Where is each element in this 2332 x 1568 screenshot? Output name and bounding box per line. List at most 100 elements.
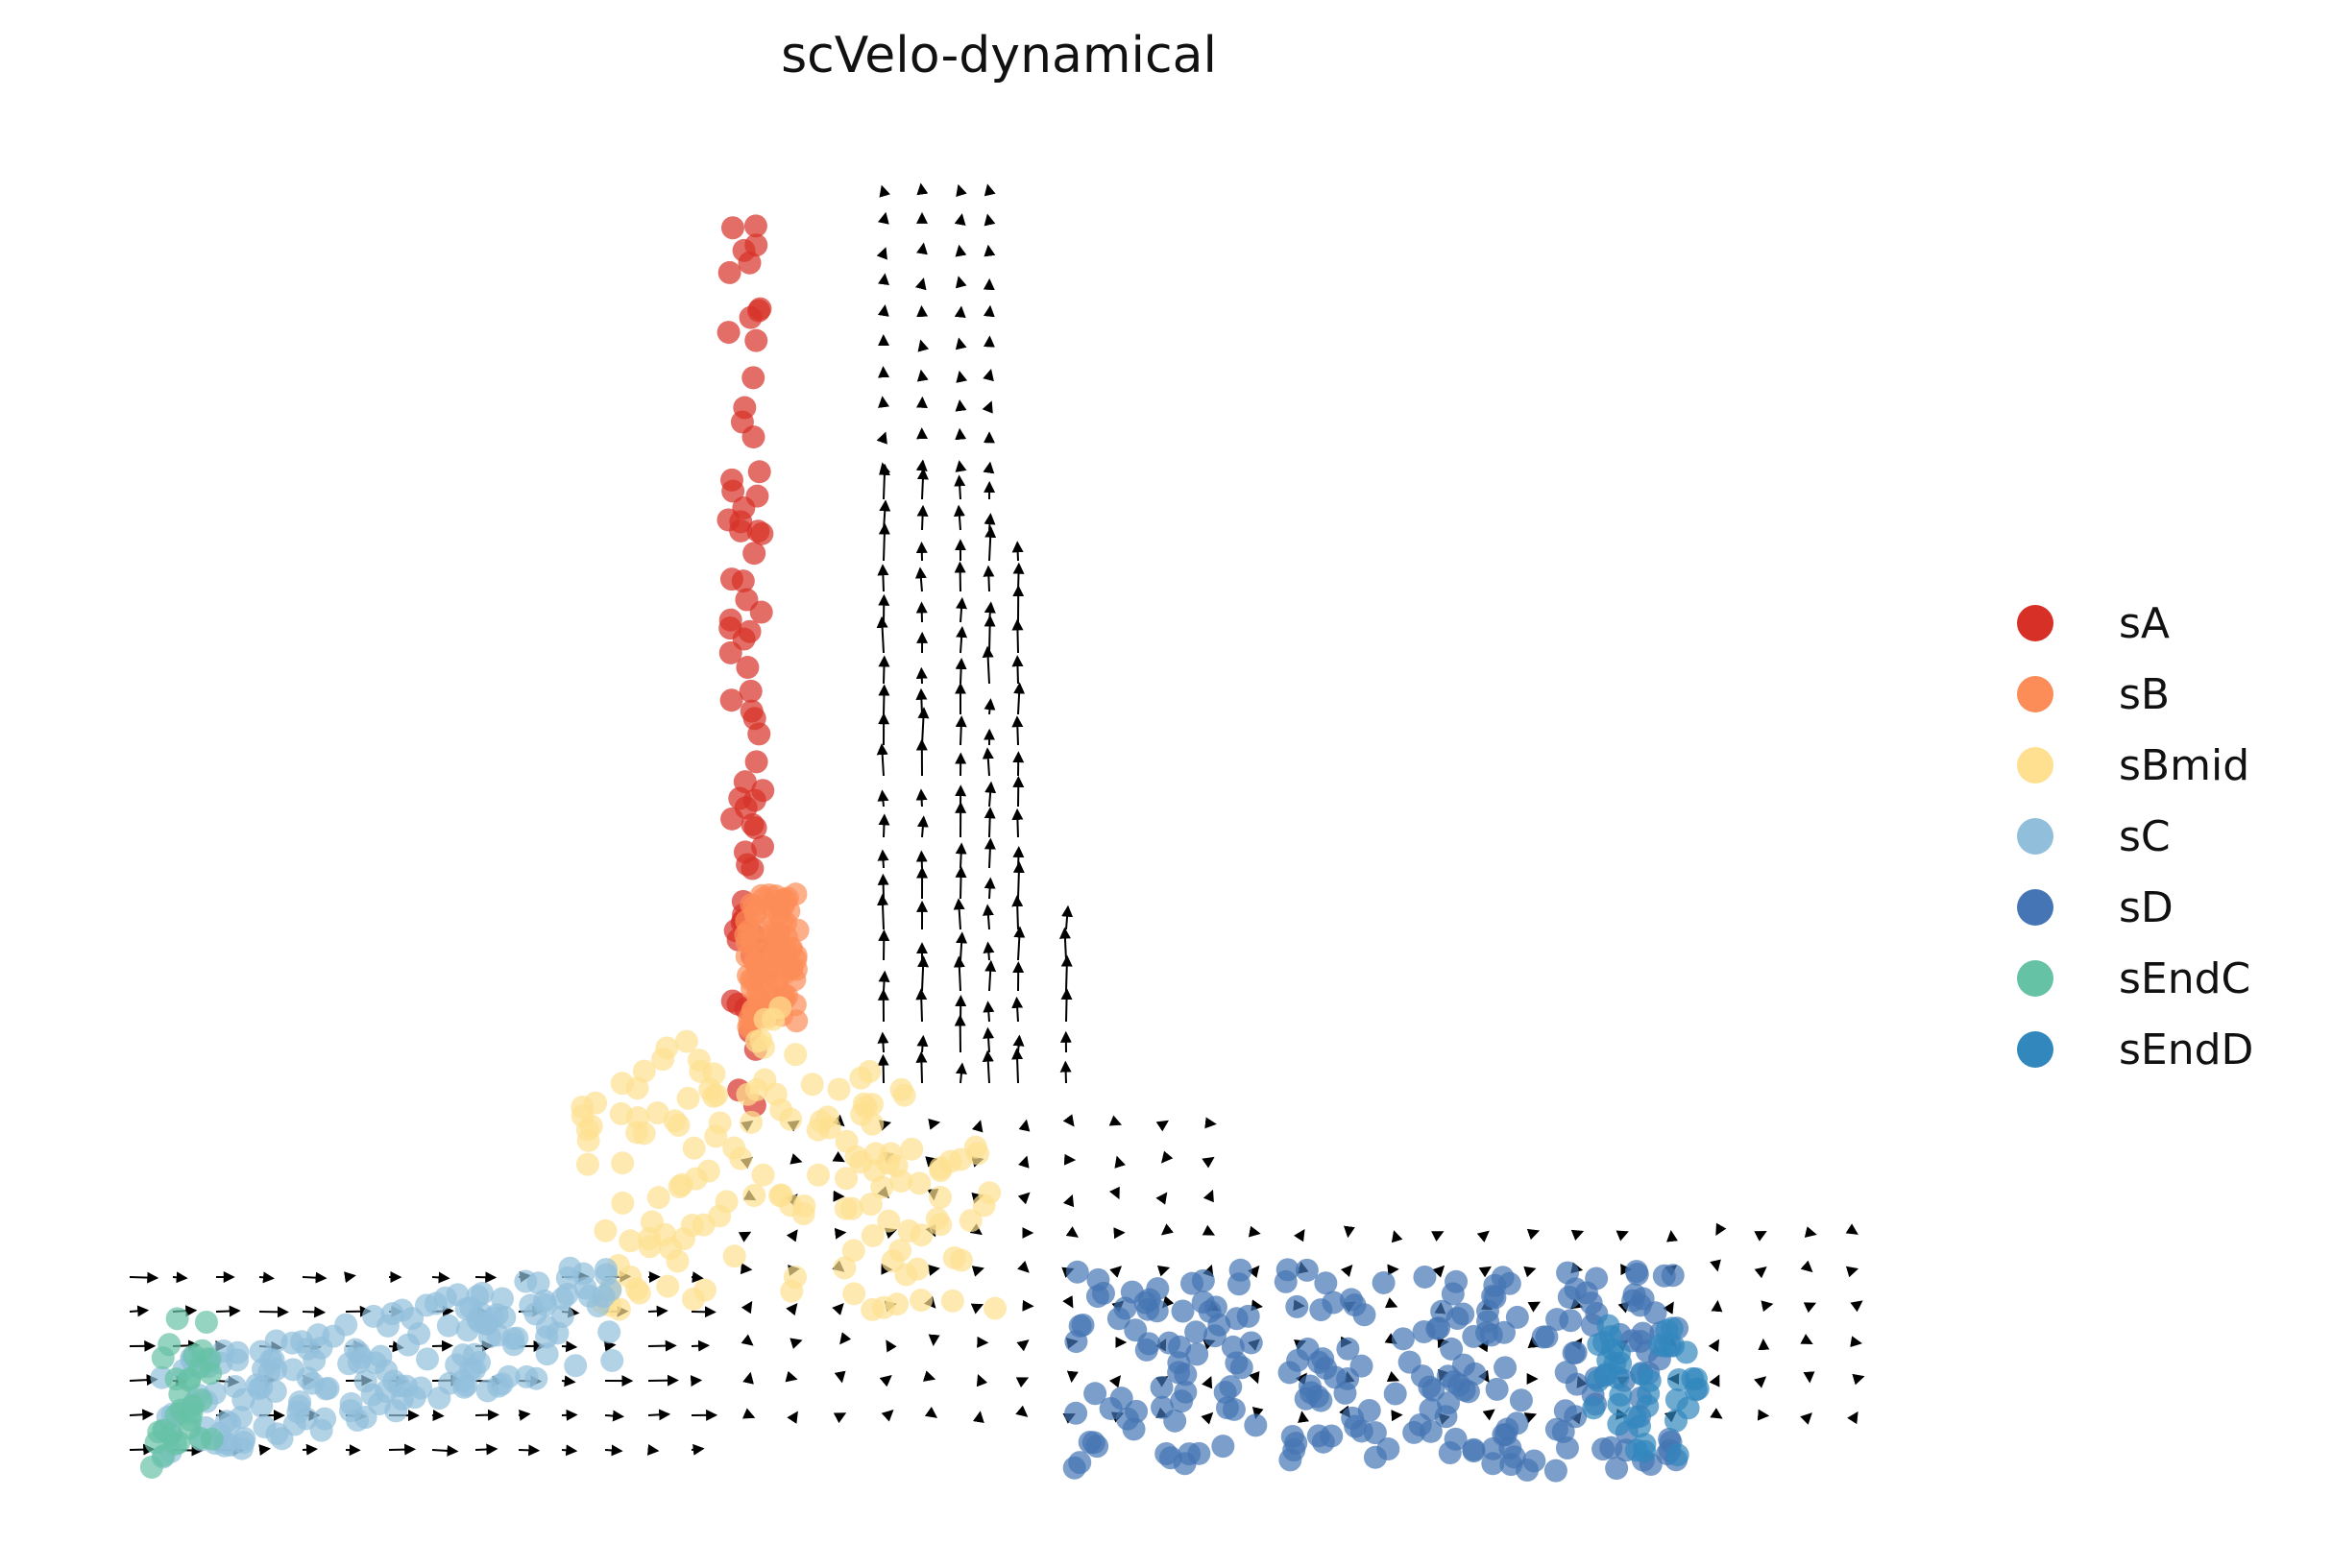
velocity-arrow — [878, 211, 889, 225]
data-point — [1494, 1356, 1518, 1380]
velocity-arrow — [915, 850, 928, 869]
velocity-arrow — [956, 931, 968, 961]
data-point — [731, 569, 755, 593]
data-point — [1227, 1272, 1251, 1296]
data-point — [1187, 1441, 1211, 1465]
data-point — [757, 883, 781, 907]
velocity-arrow — [915, 459, 928, 471]
legend-item-sD: sD — [2017, 872, 2253, 943]
velocity-arrow — [646, 1443, 660, 1456]
data-point — [1352, 1303, 1376, 1327]
data-point — [1064, 1401, 1088, 1425]
data-point — [1630, 1363, 1654, 1387]
data-point — [1151, 1395, 1175, 1419]
data-point — [859, 1193, 883, 1217]
velocity-arrow — [984, 183, 996, 197]
data-point — [1564, 1340, 1588, 1364]
data-point — [1408, 1413, 1432, 1437]
velocity-arrow — [1061, 905, 1074, 930]
velocity-arrow — [982, 645, 994, 685]
velocity-arrow — [1476, 1230, 1490, 1242]
velocity-arrow — [789, 1338, 803, 1349]
velocity-arrow — [1478, 1266, 1492, 1278]
data-point — [1497, 1271, 1521, 1295]
data-point — [1295, 1258, 1319, 1282]
velocity-arrow — [915, 788, 928, 808]
velocity-arrow — [876, 743, 888, 777]
velocity-arrow — [561, 1375, 576, 1387]
data-point — [178, 1416, 202, 1440]
data-point — [809, 1109, 833, 1133]
data-point — [1239, 1331, 1263, 1355]
data-point — [1499, 1453, 1523, 1477]
velocity-arrow — [956, 183, 967, 198]
data-point — [1307, 1350, 1331, 1374]
data-point — [1633, 1439, 1657, 1463]
series-sB — [734, 882, 810, 1039]
velocity-arrow — [1058, 927, 1071, 961]
data-point — [1294, 1387, 1318, 1411]
data-point — [301, 1371, 325, 1395]
data-point — [732, 238, 756, 262]
velocity-arrow — [129, 1305, 150, 1317]
legend-item-sC: sC — [2017, 801, 2253, 872]
velocity-arrow — [984, 807, 996, 838]
data-point — [515, 1364, 539, 1388]
velocity-arrow — [1526, 1228, 1541, 1241]
velocity-arrow — [742, 1371, 754, 1385]
data-point — [1686, 1377, 1710, 1401]
legend: sA sB sBmid sC sD sEndC sEndD — [2017, 588, 2253, 1085]
velocity-arrow — [832, 1150, 845, 1163]
velocity-arrow — [984, 615, 996, 654]
velocity-arrow — [518, 1409, 531, 1421]
velocity-arrow — [1850, 1336, 1863, 1348]
velocity-arrow — [955, 715, 967, 746]
data-point — [1594, 1363, 1618, 1387]
data-point — [1150, 1375, 1174, 1399]
velocity-arrow — [1201, 1411, 1214, 1425]
velocity-arrow — [172, 1271, 188, 1284]
velocity-arrow — [915, 688, 928, 715]
velocity-arrow — [953, 504, 965, 531]
velocity-arrow — [954, 305, 966, 319]
data-point — [1215, 1396, 1239, 1420]
data-point — [535, 1325, 559, 1349]
data-point — [1202, 1324, 1227, 1348]
velocity-arrow — [1017, 1192, 1031, 1205]
velocity-arrow — [1011, 808, 1024, 838]
velocity-arrow — [1432, 1265, 1445, 1278]
data-point — [827, 1077, 851, 1101]
data-point — [768, 996, 792, 1020]
data-point — [908, 1171, 932, 1195]
data-point — [1184, 1320, 1208, 1344]
velocity-arrow — [1431, 1231, 1445, 1242]
legend-label: sEndD — [2119, 1025, 2254, 1074]
velocity-arrow — [916, 242, 928, 255]
data-point — [894, 1263, 918, 1287]
data-point — [1344, 1414, 1368, 1438]
velocity-arrow — [839, 1332, 852, 1345]
velocity-arrow — [1850, 1300, 1863, 1313]
data-point — [1531, 1325, 1555, 1349]
velocity-arrow — [878, 396, 889, 408]
data-point — [1451, 1302, 1475, 1326]
velocity-arrow — [984, 525, 997, 562]
velocity-arrow — [877, 873, 889, 900]
data-point — [861, 1297, 885, 1321]
data-point — [735, 930, 759, 954]
data-point — [344, 1338, 368, 1362]
data-point — [835, 1167, 859, 1191]
data-point — [747, 460, 771, 484]
velocity-arrow — [877, 849, 889, 869]
data-point — [645, 1101, 669, 1125]
data-point — [598, 1278, 622, 1302]
velocity-arrow — [302, 1306, 327, 1318]
data-point — [1236, 1304, 1260, 1328]
velocity-arrow — [976, 1374, 988, 1387]
velocity-arrow — [1204, 1117, 1217, 1129]
velocity-arrow — [956, 596, 968, 623]
data-point — [1637, 1382, 1661, 1406]
velocity-arrow — [1017, 1261, 1030, 1273]
velocity-arrow — [1202, 1224, 1216, 1236]
